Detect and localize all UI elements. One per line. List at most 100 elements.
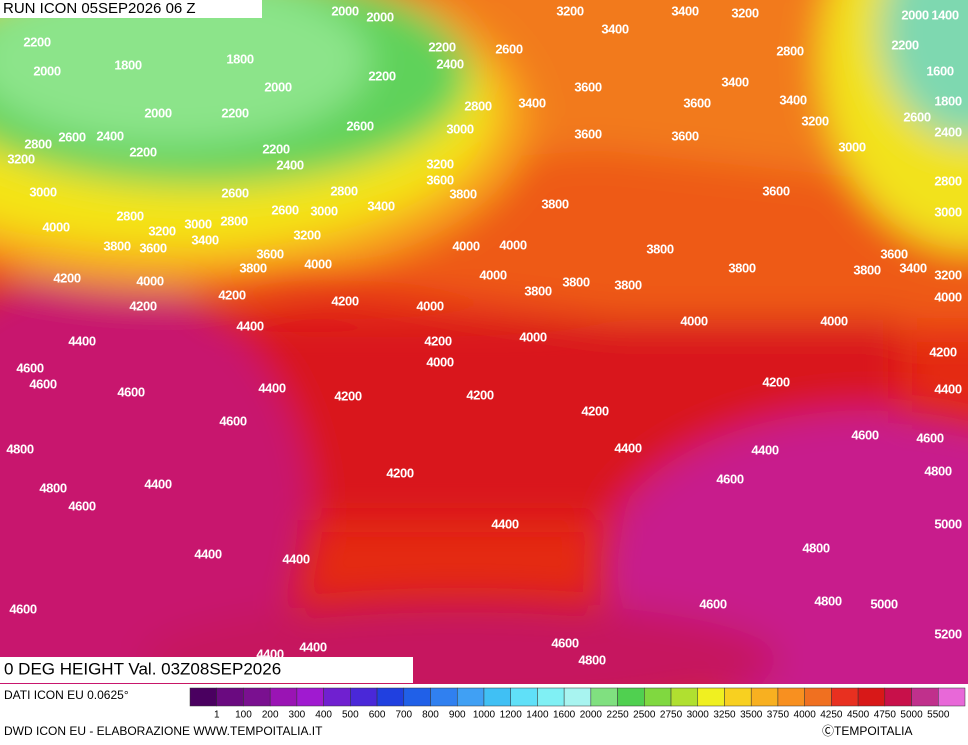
contour-label: 4200 (424, 333, 451, 348)
contour-label: 1800 (114, 57, 141, 72)
contour-label: 4000 (304, 256, 331, 271)
contour-label: 4600 (851, 427, 878, 442)
legend-label: 4250 (820, 710, 843, 721)
contour-label: 2800 (220, 213, 247, 228)
contour-label: 3600 (574, 126, 601, 141)
legend-swatch (537, 687, 565, 707)
legend-swatch (296, 687, 324, 707)
legend-label: 1600 (553, 710, 576, 721)
legend-swatch (777, 687, 805, 707)
contour-label: 3800 (614, 277, 641, 292)
legend-swatch (750, 687, 779, 707)
contour-label: 4600 (16, 360, 43, 375)
contour-label: 3800 (853, 262, 880, 277)
legend-swatch (911, 687, 939, 707)
contour-label: 3200 (426, 156, 453, 171)
contour-label: 5200 (934, 626, 961, 641)
contour-label: 4400 (282, 551, 309, 566)
header-box (0, 0, 262, 18)
contour-label: 3000 (934, 204, 961, 219)
legend-swatch (670, 687, 699, 707)
legend-label: 3750 (767, 710, 790, 721)
contour-label: 2400 (276, 157, 303, 172)
legend-label: 500 (342, 710, 359, 721)
legend-swatch (243, 687, 271, 707)
legend-label: 600 (369, 710, 386, 721)
legend-label: 3250 (713, 710, 736, 721)
contour-label: 4400 (68, 333, 95, 348)
legend-label: 2500 (633, 710, 656, 721)
contour-label: 3400 (899, 260, 926, 275)
contour-label: 3200 (556, 3, 583, 18)
legend-swatch (350, 687, 378, 707)
contour-label: 3200 (934, 267, 961, 282)
contour-label: 4400 (236, 318, 263, 333)
contour-label: 3800 (562, 274, 589, 289)
legend-label: 100 (235, 710, 252, 721)
legend-swatch (724, 687, 752, 707)
contour-label: 3600 (426, 172, 453, 187)
contour-label: 3400 (721, 74, 748, 89)
contour-label: 4400 (751, 442, 778, 457)
contour-label: 2400 (96, 128, 123, 143)
contour-label: 4000 (42, 219, 69, 234)
contour-label: 4200 (386, 465, 413, 480)
legend-swatch (831, 687, 859, 707)
legend-label: 2750 (660, 710, 683, 721)
contour-label: 2800 (116, 208, 143, 223)
contour-label: 4000 (820, 313, 847, 328)
contour-label: 2600 (58, 129, 85, 144)
contour-label: 4800 (578, 652, 605, 667)
contour-label: 3800 (103, 238, 130, 253)
legend-label: 1200 (500, 710, 523, 721)
contour-label: 1800 (934, 93, 961, 108)
legend-label: 200 (262, 710, 279, 721)
legend-label: 3000 (687, 710, 710, 721)
contour-label: 4200 (929, 344, 956, 359)
contour-label: 2600 (495, 41, 522, 56)
legend-swatch (430, 687, 458, 707)
contour-label: 3800 (239, 260, 266, 275)
product-box (0, 657, 413, 683)
legend-label: 300 (289, 710, 306, 721)
contour-label: 2600 (903, 109, 930, 124)
contour-label: 4200 (218, 287, 245, 302)
contour-label: 3600 (671, 128, 698, 143)
credit: DWD ICON EU - ELABORAZIONE WWW.TEMPOITAL… (4, 724, 323, 738)
contour-label: 3800 (646, 241, 673, 256)
contour-label: 1400 (931, 7, 958, 22)
contour-label: 3000 (310, 203, 337, 218)
contour-label: 4000 (452, 238, 479, 253)
contour-label: 4000 (426, 354, 453, 369)
contour-label: 3000 (446, 121, 473, 136)
contour-label: 3800 (524, 283, 551, 298)
contour-label: 3400 (601, 21, 628, 36)
contour-label: 2600 (271, 202, 298, 217)
contour-label: 2200 (221, 105, 248, 120)
legend-label: 400 (315, 710, 332, 721)
contour-label: 4200 (334, 388, 361, 403)
contour-label: 2400 (934, 124, 961, 139)
legend-label: 4500 (847, 710, 870, 721)
legend-swatch (403, 687, 431, 707)
contour-label: 3400 (671, 3, 698, 18)
contour-label: 2200 (891, 37, 918, 52)
contour-label: 5000 (870, 596, 897, 611)
legend-label: 5500 (927, 710, 950, 721)
legend-swatch (590, 687, 618, 707)
contour-label: 3600 (762, 183, 789, 198)
legend-swatch (323, 687, 351, 707)
contour-label: 4400 (144, 476, 171, 491)
contour-label: 2400 (436, 56, 463, 71)
contour-label: 4000 (479, 267, 506, 282)
legend-swatch (456, 687, 485, 707)
legend-label: 5000 (900, 710, 923, 721)
contour-label: 4800 (924, 463, 951, 478)
contour-label: 3200 (148, 223, 175, 238)
contour-label: 2200 (428, 39, 455, 54)
data-source: DATI ICON EU 0.0625° (4, 688, 129, 702)
legend-label: 4000 (794, 710, 817, 721)
contour-label: 4400 (258, 380, 285, 395)
legend: 1 100 200 300 400 500 600 700 800 900 1000 1200 1400… (189, 687, 966, 721)
